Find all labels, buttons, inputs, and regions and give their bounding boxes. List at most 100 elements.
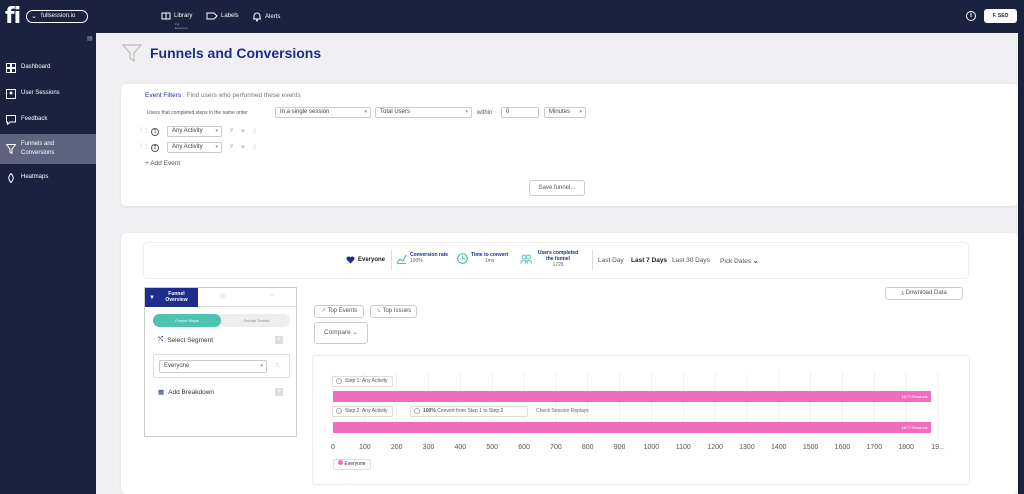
convert-percent: 100%: [423, 408, 436, 414]
add-breakdown-icon[interactable]: +: [275, 388, 283, 396]
pick-dates-button[interactable]: Pick Dates ⌄: [720, 257, 758, 265]
site-selector[interactable]: ⌄ fullsession.io: [26, 10, 88, 23]
top-events-button[interactable]: ↗ Top Events: [314, 305, 364, 318]
event-filters-card: Event Filters . Find users who performed…: [121, 84, 1018, 206]
event-number: 1: [151, 128, 159, 136]
sidebar-item-heatmaps[interactable]: Heatmaps: [0, 164, 96, 191]
add-event-button[interactable]: + Add Event: [145, 160, 180, 167]
x-tick-label: 19...: [931, 444, 945, 451]
x-tick-label: 1500: [802, 444, 819, 451]
filter-icon[interactable]: ⧩: [229, 128, 234, 134]
session-replays-link[interactable]: Check Session Replays: [536, 408, 589, 414]
filters-heading-row: Event Filters . Find users who performed…: [145, 92, 301, 99]
range-last-day[interactable]: Last Day: [598, 257, 624, 264]
x-tick-label: 0: [331, 444, 335, 451]
nav-labels[interactable]: Labels: [206, 11, 239, 21]
funnel-bar-1[interactable]: 1877 Sessions: [333, 391, 931, 402]
toggle-funnel-trends[interactable]: Funnel Trends: [243, 318, 270, 323]
drag-handle-icon[interactable]: ⋮⋮: [138, 128, 149, 134]
session-select[interactable]: In a single session ▾: [275, 107, 371, 118]
trash-icon[interactable]: ▯: [276, 362, 279, 368]
tab-paths[interactable]: ⑂: [247, 288, 297, 307]
feedback-icon: [6, 114, 16, 125]
x-tick-label: 1100: [675, 444, 691, 451]
event-select-value: Any Activity: [172, 144, 203, 150]
view-toggle[interactable]: Funnel Steps Funnel Trends: [153, 314, 290, 327]
chart-icon: [396, 254, 407, 264]
drag-handle-icon[interactable]: ⋮⋮: [138, 144, 149, 150]
event-select-1[interactable]: Any Activity ▾: [167, 126, 222, 137]
sidebar-item-funnels[interactable]: Funnels and Conversions: [0, 134, 96, 164]
within-input[interactable]: 0: [501, 107, 539, 118]
conversion-stat: Conversion rate 100%: [396, 252, 448, 264]
tag-icon[interactable]: ◈: [241, 128, 245, 134]
sidebar: ▤ Dashboard User Sessions Feedback Funne…: [0, 33, 96, 494]
tab-funnel-overview[interactable]: ▼ Funnel Overview: [145, 288, 198, 307]
pick-dates-label: Pick Dates: [720, 258, 752, 265]
x-tick-label: 900: [613, 444, 626, 451]
x-tick-label: 600: [518, 444, 530, 451]
layers-icon: ◎: [219, 293, 226, 300]
funnel-bar-2[interactable]: 1877 Sessions: [333, 422, 931, 433]
funnel-icon: [6, 144, 16, 154]
x-tick-label: 100: [358, 444, 371, 451]
nav-library-sub: For Everyone: [175, 22, 188, 30]
range-last-30-days[interactable]: Last 30 Days: [672, 257, 710, 264]
nav-labels-label: Labels: [221, 13, 239, 19]
chevron-down-icon: ▾: [465, 109, 468, 115]
bell-icon: [253, 12, 261, 22]
trash-icon[interactable]: ▯: [253, 144, 256, 150]
legend-item[interactable]: Everyone: [333, 459, 371, 470]
sidebar-item-feedback[interactable]: Feedback: [0, 106, 96, 133]
compare-dropdown[interactable]: Compare ⌄: [314, 322, 368, 344]
tag-icon[interactable]: ◈: [241, 144, 245, 150]
user-menu-button[interactable]: F. SEO: [984, 9, 1017, 23]
range-last-7-days[interactable]: Last 7 Days: [631, 257, 668, 264]
app-logo[interactable]: fi: [5, 4, 21, 29]
nav-alerts[interactable]: Alerts: [252, 11, 280, 22]
completed-label: Users completed the funnel: [537, 250, 579, 262]
nav-library[interactable]: Library For Everyone: [161, 11, 192, 30]
dashboard-icon: [6, 62, 16, 73]
page-header: Funnels and Conversions: [122, 43, 321, 63]
right-edge: [1018, 33, 1024, 494]
users-select[interactable]: Total Users ▾: [375, 107, 472, 118]
step-check-icon: [336, 378, 342, 384]
select-segment-label: Select Segment: [167, 336, 214, 344]
unit-select[interactable]: Minutes ▾: [544, 107, 586, 118]
x-tick-label: 700: [550, 444, 562, 451]
tab-label: Funnel Overview: [165, 291, 188, 303]
top-issues-button[interactable]: ↘ Top Issues: [370, 305, 417, 318]
save-funnel-button[interactable]: Save funnel...: [529, 180, 585, 196]
heart-icon: [346, 256, 355, 264]
toggle-funnel-steps[interactable]: Funnel Steps: [153, 314, 221, 327]
add-segment-icon[interactable]: +: [275, 336, 283, 344]
segment-select[interactable]: Everyone ▾: [159, 360, 267, 373]
x-tick-label: 800: [581, 444, 594, 451]
sidebar-item-dashboard[interactable]: Dashboard: [0, 54, 96, 81]
funnel-overview-panel: ▼ Funnel Overview ◎ ⑂ Funnel Steps Funne…: [144, 287, 297, 437]
chevron-down-icon: ▾: [215, 144, 218, 150]
top-bar: fi ⌄ fullsession.io Library For Everyone…: [0, 0, 1024, 33]
info-icon[interactable]: i: [966, 11, 976, 21]
divider: [391, 250, 392, 270]
add-breakdown-row[interactable]: ▦ Add Breakdown: [158, 388, 214, 397]
conversion-value: 100%: [410, 258, 423, 264]
download-data-button[interactable]: ⤓ Download Data: [885, 287, 963, 300]
step-label-text: Step 2: Any Activity: [345, 408, 388, 414]
chevron-down-icon: ⌄: [752, 258, 759, 265]
filter-icon[interactable]: ⧩: [229, 144, 234, 150]
event-select-2[interactable]: Any Activity ▾: [167, 142, 222, 153]
sidebar-item-label: User Sessions: [21, 90, 60, 96]
chevron-down-icon: ▾: [260, 363, 263, 369]
tab-segments[interactable]: ◎: [198, 288, 247, 307]
segment-icon: ⤭: [158, 336, 164, 343]
conversion-note: 100% Convert from Step 1 to Step 2: [410, 406, 528, 417]
site-name: fullsession.io: [41, 13, 76, 19]
trash-icon[interactable]: ▯: [253, 128, 256, 134]
users-icon: [520, 254, 532, 264]
sidebar-item-user-sessions[interactable]: User Sessions: [0, 80, 96, 107]
segment-name: Everyone: [358, 257, 386, 263]
collapse-sidebar-icon[interactable]: ▤: [87, 36, 93, 42]
select-segment-row[interactable]: ⤭ Select Segment: [158, 336, 213, 344]
